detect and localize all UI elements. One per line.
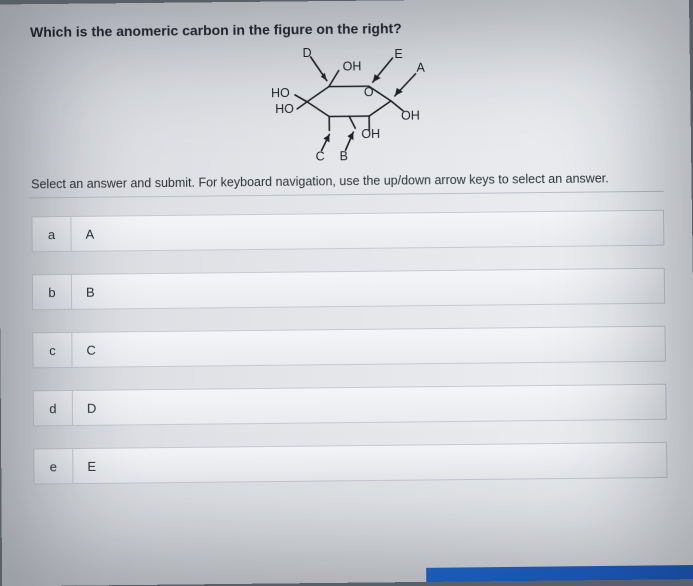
answer-label: A	[71, 210, 664, 252]
question-title: Which is the anomeric carbon in the figu…	[30, 17, 662, 40]
answer-label: E	[73, 442, 667, 484]
answer-key: c	[32, 332, 72, 368]
label-D: D	[302, 46, 311, 60]
ring	[306, 86, 390, 117]
answer-list: a A b B c C d D e E	[31, 210, 667, 485]
c4-ho-bond-2	[297, 102, 307, 109]
e-arrowhead	[372, 74, 380, 82]
ho-left-top-label: HO	[270, 86, 289, 100]
quiz-page: Which is the anomeric carbon in the figu…	[0, 0, 693, 586]
answer-key: b	[32, 274, 72, 310]
label-C: C	[315, 149, 324, 163]
answer-option[interactable]: d D	[33, 384, 667, 427]
ho-left-bot-label: HO	[275, 102, 294, 116]
answer-option[interactable]: a A	[31, 210, 664, 253]
answer-option[interactable]: e E	[33, 442, 667, 485]
oh-bottom-label: OH	[361, 127, 380, 141]
label-B: B	[339, 149, 347, 163]
answer-option[interactable]: c C	[32, 326, 666, 369]
label-E: E	[394, 47, 402, 61]
mid-down-bond	[349, 116, 355, 128]
answer-key: a	[31, 216, 71, 252]
ring-oxygen-label: O	[363, 85, 373, 99]
oh-top-label: OH	[342, 59, 361, 73]
answer-label: D	[73, 384, 667, 426]
answer-key: e	[33, 448, 73, 485]
answer-label: B	[72, 268, 665, 310]
sugar-ring-figure: O OH D E A OH HO HO	[250, 46, 441, 168]
c5-ch2-bond	[328, 71, 338, 87]
answer-label: C	[72, 326, 666, 368]
label-A: A	[416, 61, 425, 75]
instructions-text: Select an answer and submit. For keyboar…	[31, 171, 663, 192]
oh-right-label: OH	[400, 109, 419, 123]
figure-container: O OH D E A OH HO HO	[28, 43, 663, 169]
divider	[29, 191, 663, 199]
answer-key: d	[33, 390, 73, 426]
c4-ho-bond-1	[295, 95, 307, 102]
bottom-accent-bar	[426, 565, 693, 582]
answer-option[interactable]: b B	[32, 268, 665, 311]
